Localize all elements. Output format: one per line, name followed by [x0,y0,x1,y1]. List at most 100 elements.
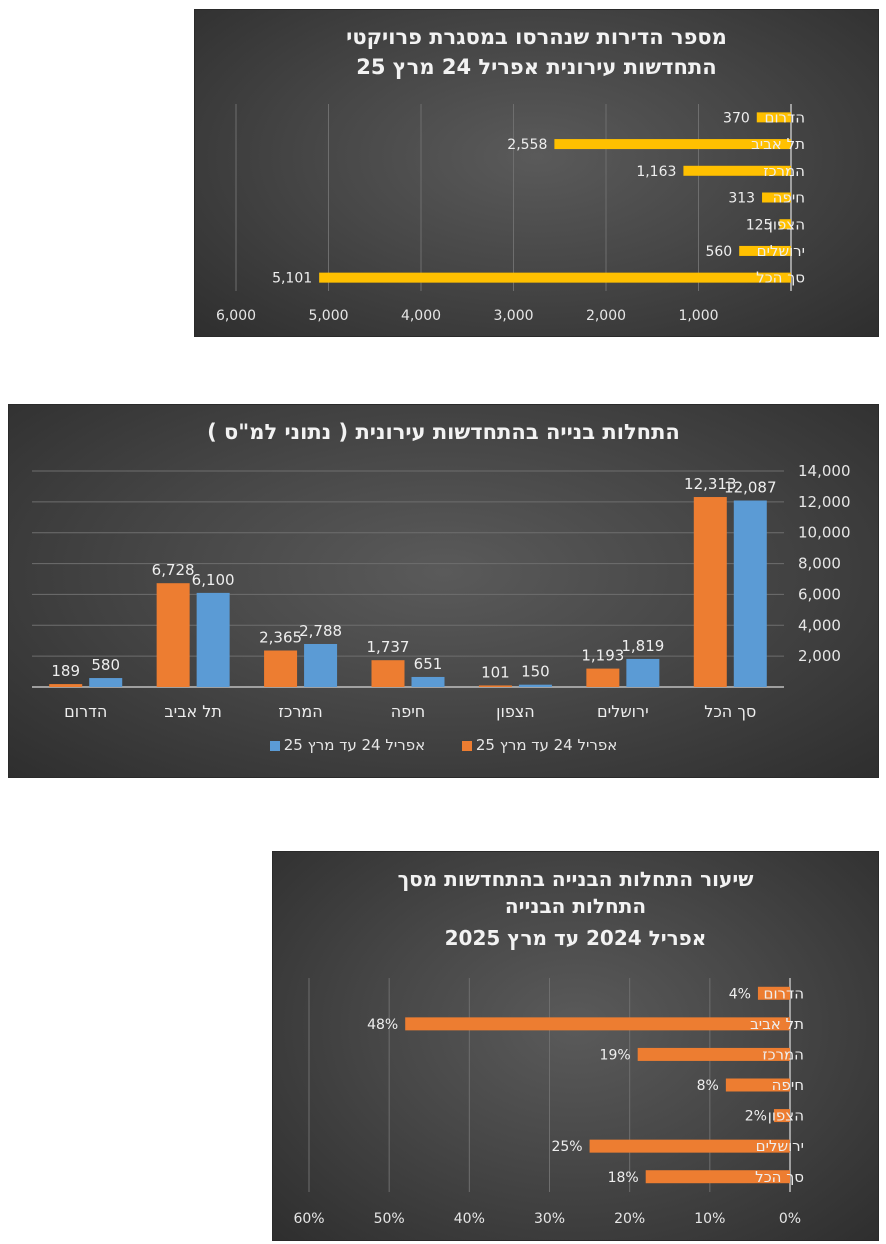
y-tick-label: 14,000 [798,462,851,480]
data-label: 189 [51,662,80,680]
bar [586,668,620,687]
x-tick-label: 3,000 [493,308,533,324]
category-label: סך הכל [756,269,805,287]
x-tick-label: 1,000 [678,308,718,324]
data-label: 5,101 [272,271,312,287]
data-label: 18% [608,1170,639,1186]
category-label: סך הכל [704,702,756,721]
category-label: תל אביב [164,702,221,721]
bar [49,684,83,687]
category-label: ירושלים [756,1137,804,1155]
x-tick-label: 0% [779,1211,801,1227]
category-label: ירושלים [597,702,649,721]
category-label: הצפון [769,215,805,233]
bar [405,1017,790,1031]
category-label: הצפון [768,1107,804,1125]
legend-item-series-1: אפריל 24 עד מרץ 25 [461,736,618,754]
chart-construction-starts: התחלות בנייה בהתחדשות עירונית ( נתוני למ… [8,404,879,778]
category-label: חיפה [773,189,805,207]
x-tick-label: 10% [694,1211,725,1227]
chart-title: התחלות בנייה בהתחדשות עירונית ( נתוני למ… [207,420,680,444]
bar [645,1170,790,1184]
data-label: 370 [723,110,750,126]
category-label: חיפה [391,702,425,721]
demolished-bar-plot: 1,000 2,000 3,000 4,000 5,000 6,000 370 הדרום 2,… [216,104,806,324]
category-label: חיפה [772,1076,804,1094]
legend-swatch-orange [461,740,472,751]
y-tick-label: 8,000 [798,555,841,573]
chart-legend: אפריל 24 עד מרץ 25 אפריל 24 עד מרץ 25 [8,736,879,754]
bar [757,986,790,1000]
data-label: 2,788 [299,622,342,640]
bar [756,112,791,123]
data-label: 2% [745,1109,767,1125]
data-label: 101 [481,663,510,681]
data-label: 6,100 [192,571,235,589]
bar [683,165,791,176]
bar [304,643,338,687]
bar [156,583,190,687]
bar [733,500,767,687]
x-tick-label: 60% [293,1211,324,1227]
bar [518,684,552,687]
bar [371,660,405,687]
y-tick-label: 4,000 [798,616,841,634]
data-label: 12,087 [724,479,777,497]
chart-title-line-2: התחדשות עירונית אפריל 24 מרץ 25 [356,55,717,79]
category-label: המרכז [278,702,322,721]
chart-demolished-apartments: מספר הדירות שנהרסו במסגרת פרויקטי התחדשו… [194,9,879,337]
y-tick-label: 10,000 [798,524,851,542]
y-tick-label: 6,000 [798,585,841,603]
category-label: הדרום [764,984,805,1002]
data-label: 19% [600,1047,631,1063]
legend-swatch-blue [269,740,280,751]
category-label: תל אביב [750,1015,804,1033]
chart-title-line-3: אפריל 2024 עד מרץ 2025 [444,926,707,950]
category-label: המרכז [763,162,805,180]
bar [478,685,512,687]
data-label: 150 [521,663,550,681]
x-tick-label: 50% [374,1211,405,1227]
y-tick-label: 12,000 [798,493,851,511]
data-label: 1,819 [621,637,664,655]
bar [773,1109,790,1123]
bar [89,678,123,687]
data-label: 560 [705,244,732,260]
data-label: 2,558 [507,137,547,153]
category-label: ירושלים [757,242,805,260]
data-label: 651 [414,655,443,673]
data-label: 580 [91,656,120,674]
category-label: הצפון [496,702,535,721]
construction-starts-bar-plot: 2,000 4,000 6,000 8,000 10,000 12,000 14,000 18… [32,462,851,721]
bar [637,1047,790,1061]
x-tick-label: 5,000 [308,308,348,324]
x-tick-label: 30% [534,1211,565,1227]
category-label: סך הכל [755,1168,804,1186]
x-tick-label: 40% [454,1211,485,1227]
bar [779,219,791,230]
bar [319,272,791,283]
data-label: 1,193 [581,647,624,665]
legend-label-series-1: אפריל 24 עד מרץ 25 [475,736,618,754]
bar [554,139,791,150]
category-label: הדרום [765,108,806,126]
category-label: תל אביב [751,135,805,153]
bar [739,245,791,256]
data-label: 2,365 [259,629,302,647]
x-tick-label: 6,000 [216,308,256,324]
renewal-share-bar-plot: 0% 10% 20% 30% 40% 50% 60% 4% הדרום 48% תל אביב 19%… [293,978,805,1227]
category-label: המרכז [762,1045,804,1063]
data-label: 8% [697,1078,719,1094]
category-label: הדרום [64,702,107,721]
y-tick-label: 2,000 [798,647,841,665]
bar [693,497,727,687]
data-label: 1,163 [636,164,676,180]
data-label: 313 [728,191,755,207]
x-tick-label: 2,000 [586,308,626,324]
data-label: 125 [746,217,773,233]
chart-title-line-1: שיעור התחלות הבנייה בהתחדשות מסך [397,867,754,891]
bar [725,1078,790,1092]
data-label: 25% [551,1139,582,1155]
legend-item-series-2: אפריל 24 עד מרץ 25 [269,736,425,754]
bar [589,1139,790,1153]
